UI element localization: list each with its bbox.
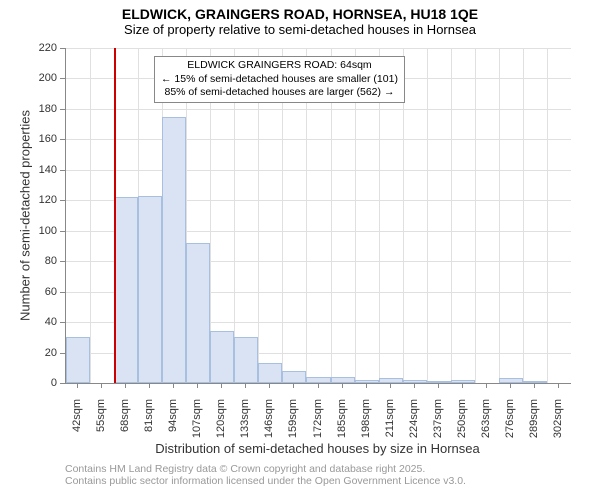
x-tick-mark	[149, 383, 150, 388]
x-tick-label: 185sqm	[336, 399, 348, 449]
grid-line-h	[66, 48, 571, 49]
x-tick-label: 276sqm	[504, 399, 516, 449]
x-tick-mark	[77, 383, 78, 388]
y-tick-mark	[60, 109, 65, 110]
x-tick-mark	[125, 383, 126, 388]
annotation-box: ELDWICK GRAINGERS ROAD: 64sqm← 15% of se…	[154, 56, 405, 103]
y-tick-label: 140	[0, 164, 57, 176]
y-tick-mark	[60, 353, 65, 354]
y-tick-mark	[60, 292, 65, 293]
annotation-line: 85% of semi-detached houses are larger (…	[161, 86, 398, 100]
y-tick-label: 180	[0, 103, 57, 115]
footer-text: Contains HM Land Registry data © Crown c…	[65, 463, 466, 487]
grid-line-h	[66, 139, 571, 140]
x-tick-mark	[438, 383, 439, 388]
histogram-bar	[210, 331, 234, 383]
reference-marker-line	[114, 48, 116, 383]
chart-title: ELDWICK, GRAINGERS ROAD, HORNSEA, HU18 1…	[0, 0, 600, 22]
y-tick-label: 80	[0, 255, 57, 267]
x-tick-label: 224sqm	[408, 399, 420, 449]
plot-area: ELDWICK GRAINGERS ROAD: 64sqm← 15% of se…	[65, 48, 571, 384]
x-tick-label: 42sqm	[71, 399, 83, 449]
x-tick-mark	[342, 383, 343, 388]
grid-line-v	[451, 48, 452, 383]
grid-line-v	[90, 48, 91, 383]
x-tick-mark	[197, 383, 198, 388]
y-tick-mark	[60, 48, 65, 49]
y-axis-label: Number of semi-detached properties	[18, 95, 33, 335]
y-tick-mark	[60, 200, 65, 201]
y-tick-mark	[60, 322, 65, 323]
x-tick-label: 107sqm	[191, 399, 203, 449]
y-tick-label: 100	[0, 225, 57, 237]
y-tick-mark	[60, 139, 65, 140]
x-tick-label: 302sqm	[552, 399, 564, 449]
x-tick-label: 94sqm	[167, 399, 179, 449]
y-tick-label: 40	[0, 316, 57, 328]
y-tick-mark	[60, 231, 65, 232]
histogram-bar	[114, 197, 138, 383]
y-tick-mark	[60, 383, 65, 384]
x-tick-label: 198sqm	[360, 399, 372, 449]
histogram-bar	[234, 337, 258, 383]
x-tick-mark	[510, 383, 511, 388]
histogram-bar	[138, 196, 162, 383]
y-tick-mark	[60, 261, 65, 262]
y-tick-label: 0	[0, 377, 57, 389]
x-tick-mark	[414, 383, 415, 388]
y-tick-label: 60	[0, 286, 57, 298]
footer-line1: Contains HM Land Registry data © Crown c…	[65, 463, 466, 475]
x-tick-label: 250sqm	[456, 399, 468, 449]
x-tick-label: 159sqm	[287, 399, 299, 449]
y-tick-label: 220	[0, 42, 57, 54]
x-tick-mark	[245, 383, 246, 388]
annotation-line: ← 15% of semi-detached houses are smalle…	[161, 73, 398, 87]
y-tick-label: 20	[0, 347, 57, 359]
x-tick-label: 120sqm	[215, 399, 227, 449]
x-tick-label: 172sqm	[312, 399, 324, 449]
grid-line-h	[66, 170, 571, 171]
y-tick-mark	[60, 78, 65, 79]
histogram-bar	[282, 371, 306, 383]
annotation-line: ELDWICK GRAINGERS ROAD: 64sqm	[161, 59, 398, 73]
x-tick-mark	[101, 383, 102, 388]
histogram-bar	[66, 337, 90, 383]
chart-subtitle: Size of property relative to semi-detach…	[0, 22, 600, 37]
x-tick-mark	[390, 383, 391, 388]
grid-line-v	[475, 48, 476, 383]
histogram-bar	[186, 243, 210, 383]
histogram-bar	[162, 117, 186, 383]
histogram-bar	[258, 363, 282, 383]
y-tick-label: 120	[0, 194, 57, 206]
x-tick-label: 237sqm	[432, 399, 444, 449]
x-tick-label: 263sqm	[480, 399, 492, 449]
x-tick-mark	[269, 383, 270, 388]
grid-line-v	[427, 48, 428, 383]
footer-line2: Contains public sector information licen…	[65, 475, 466, 487]
grid-line-h	[66, 109, 571, 110]
x-tick-label: 55sqm	[95, 399, 107, 449]
x-tick-mark	[462, 383, 463, 388]
grid-line-v	[523, 48, 524, 383]
x-tick-mark	[173, 383, 174, 388]
y-tick-label: 160	[0, 133, 57, 145]
x-tick-mark	[558, 383, 559, 388]
x-tick-mark	[221, 383, 222, 388]
grid-line-v	[547, 48, 548, 383]
x-tick-label: 133sqm	[239, 399, 251, 449]
x-tick-mark	[366, 383, 367, 388]
x-tick-label: 146sqm	[263, 399, 275, 449]
x-tick-mark	[486, 383, 487, 388]
x-tick-label: 81sqm	[143, 399, 155, 449]
x-tick-mark	[318, 383, 319, 388]
grid-line-v	[499, 48, 500, 383]
x-tick-mark	[293, 383, 294, 388]
y-tick-label: 200	[0, 72, 57, 84]
x-tick-mark	[534, 383, 535, 388]
y-tick-mark	[60, 170, 65, 171]
chart-container: ELDWICK, GRAINGERS ROAD, HORNSEA, HU18 1…	[0, 0, 600, 500]
x-tick-label: 68sqm	[119, 399, 131, 449]
x-tick-label: 289sqm	[528, 399, 540, 449]
x-tick-label: 211sqm	[384, 399, 396, 449]
